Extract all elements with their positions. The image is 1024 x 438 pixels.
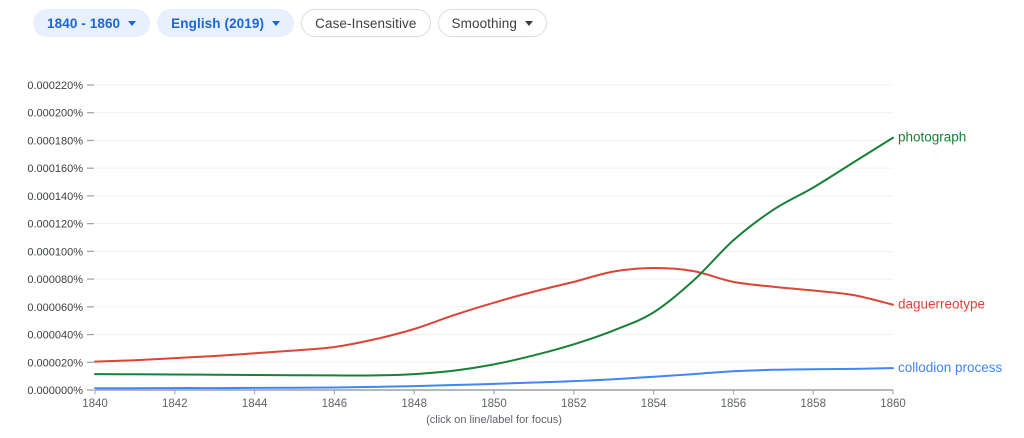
y-axis-tick-label: 0.000000% [27, 385, 83, 397]
y-axis-tick-label: 0.000180% [27, 135, 83, 147]
x-axis-tick-label: 1846 [322, 398, 348, 410]
x-axis-tick-label: 1840 [82, 398, 108, 410]
x-axis-tick-label: 1854 [641, 398, 667, 410]
chevron-down-icon [272, 20, 281, 26]
case-insensitive-chip-label: Case-Insensitive [315, 15, 417, 31]
series-label-daguerreotype[interactable]: daguerreotype [898, 297, 985, 312]
y-axis-tick-label: 0.000160% [27, 163, 83, 175]
y-axis-tick-label: 0.000060% [27, 302, 83, 314]
x-axis-tick-label: 1852 [561, 398, 587, 410]
series-line-collodion-process[interactable] [94, 367, 894, 390]
case-insensitive-chip[interactable]: Case-Insensitive [301, 9, 431, 37]
y-axis-tick-label: 0.000080% [27, 274, 83, 286]
y-axis-tick-label: 0.000120% [27, 219, 83, 231]
y-axis-tick-label: 0.000200% [27, 108, 83, 120]
x-axis-tick-label: 1856 [721, 398, 747, 410]
y-axis-tick-label: 0.000020% [27, 357, 83, 369]
x-axis-tick-label: 1860 [880, 398, 906, 410]
filter-toolbar: 1840 - 1860 English (2019) Case-Insensit… [33, 9, 547, 37]
chart-caption: (click on line/label for focus) [426, 414, 562, 426]
series-label-photograph[interactable]: photograph [898, 130, 966, 145]
y-axis-tick-label: 0.000220% [27, 80, 83, 92]
smoothing-chip-label: Smoothing [451, 15, 517, 31]
x-axis-tick-label: 1850 [481, 398, 507, 410]
series-label-collodion-process[interactable]: collodion process [898, 360, 1003, 375]
corpus-chip[interactable]: English (2019) [157, 9, 295, 37]
smoothing-chip[interactable]: Smoothing [437, 9, 547, 37]
y-axis-tick-label: 0.000100% [27, 246, 83, 258]
year-range-chip[interactable]: 1840 - 1860 [33, 9, 151, 37]
series-line-photograph[interactable] [94, 136, 894, 377]
chevron-down-icon [128, 20, 137, 26]
x-axis-tick-label: 1858 [800, 398, 826, 410]
x-axis-tick-label: 1848 [401, 398, 427, 410]
y-axis-tick-label: 0.000040% [27, 330, 83, 342]
series-line-daguerreotype[interactable] [94, 266, 894, 363]
x-axis-tick-label: 1844 [242, 398, 268, 410]
corpus-chip-label: English (2019) [171, 15, 265, 31]
x-axis-tick-label: 1842 [162, 398, 188, 410]
chevron-down-icon [524, 20, 533, 26]
y-axis-tick-label: 0.000140% [27, 191, 83, 203]
year-range-chip-label: 1840 - 1860 [47, 15, 121, 31]
